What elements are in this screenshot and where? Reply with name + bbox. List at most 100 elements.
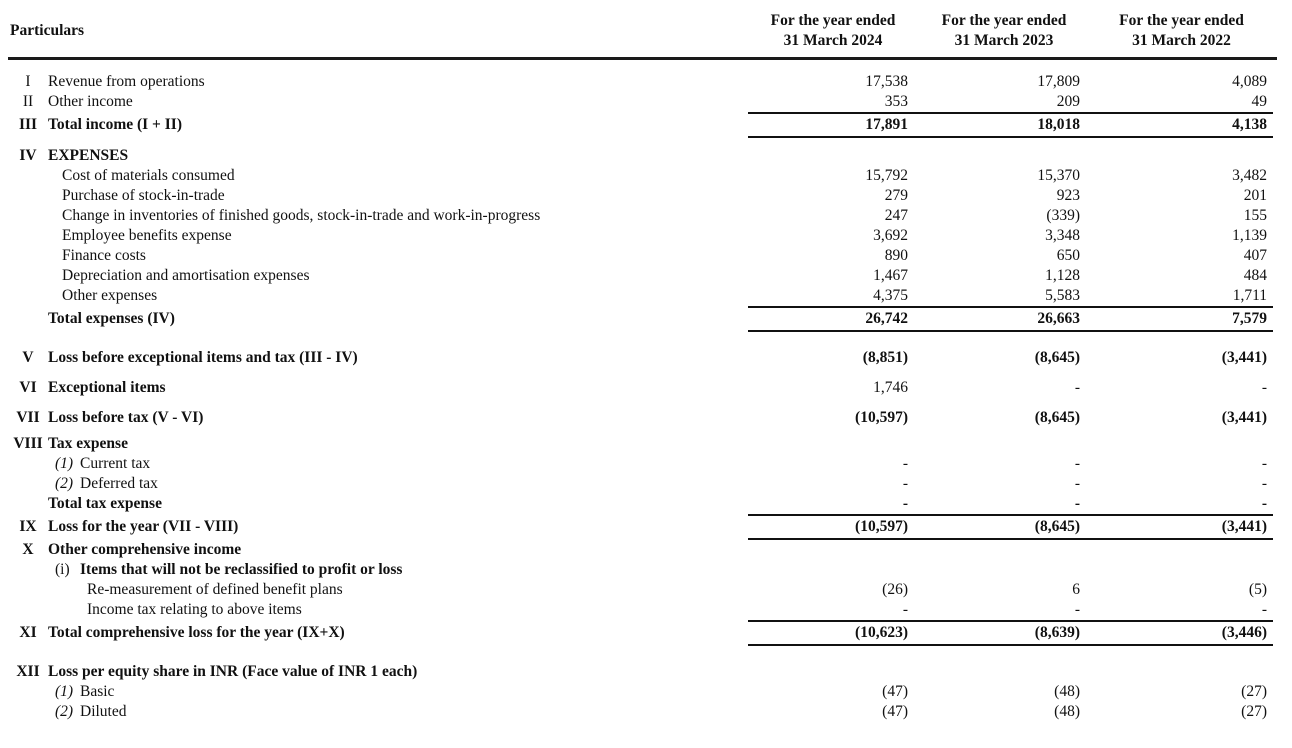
row-marker: (1) — [55, 455, 74, 472]
value-fy2023: 209 — [1056, 93, 1080, 110]
row-marker: (1) — [55, 683, 74, 700]
value-fy2022: 407 — [1243, 247, 1267, 264]
row-numeral: IV — [19, 147, 37, 164]
table-row: III Total income (I + II) 17,891 18,018 … — [8, 112, 1277, 138]
value-fy2022: - — [1261, 455, 1267, 472]
value-fy2022: 484 — [1243, 267, 1267, 284]
value-fy2024: 1,467 — [873, 267, 908, 284]
row-values: - - - — [748, 474, 1273, 494]
value-fy2022: 49 — [1251, 93, 1268, 110]
value-fy2022: (5) — [1248, 581, 1267, 598]
profit-and-loss-table: Particulars For the year ended 31 March … — [8, 8, 1277, 722]
value-fy2023: (339) — [1046, 207, 1080, 224]
col-header-fy2024: For the year ended 31 March 2024 — [770, 11, 896, 49]
value-fy2022: (27) — [1241, 683, 1267, 700]
value-fy2024: (47) — [882, 683, 908, 700]
row-label: Loss per equity share in INR (Face value… — [48, 662, 748, 682]
value-fy2023: - — [1074, 379, 1080, 396]
row-label: Tax expense — [48, 434, 748, 454]
value-fy2023: 17,809 — [1037, 73, 1080, 90]
value-fy2022: - — [1261, 495, 1267, 512]
row-label-text: Loss for the year (VII - VIII) — [48, 518, 239, 535]
value-fy2022: (27) — [1241, 703, 1267, 720]
row-marker: (2) — [55, 703, 74, 720]
value-fy2024: 26,742 — [865, 310, 908, 327]
table-row: Total expenses (IV) 26,742 26,663 7,579 — [8, 306, 1277, 332]
row-label: Income tax relating to above items — [48, 600, 748, 620]
row-label: Employee benefits expense — [48, 226, 748, 246]
row-label-text: Total income (I + II) — [48, 116, 182, 133]
row-label: Revenue from operations — [48, 72, 748, 92]
table-row: X Other comprehensive income — [8, 540, 1277, 560]
value-fy2023: 923 — [1056, 187, 1080, 204]
row-label-text: Other income — [48, 93, 133, 110]
value-fy2023: 6 — [1072, 581, 1080, 598]
row-values: (10,597) (8,645) (3,441) — [748, 408, 1273, 428]
value-fy2022: (3,441) — [1221, 349, 1267, 366]
row-label-text: Loss before tax (V - VI) — [48, 409, 204, 426]
value-fy2022: 155 — [1243, 207, 1267, 224]
table-row: (i) Items that will not be reclassified t… — [8, 560, 1277, 580]
row-label: Other income — [48, 92, 748, 112]
value-fy2024: - — [902, 455, 908, 472]
table-row: XII Loss per equity share in INR (Face v… — [8, 662, 1277, 682]
table-row: (2) Diluted (47) (48) (27) — [8, 702, 1277, 722]
value-fy2024: 4,375 — [873, 287, 908, 304]
table-row: VIII Tax expense — [8, 434, 1277, 454]
row-numeral: X — [22, 541, 34, 558]
row-label-text: Current tax — [80, 455, 151, 472]
row-label-text: Other expenses — [62, 287, 158, 304]
year-column-headers: For the year ended 31 March 2024 For the… — [748, 11, 1273, 51]
row-numeral: I — [25, 73, 31, 90]
value-fy2023: (8,645) — [1034, 409, 1080, 426]
row-label-text: EXPENSES — [48, 147, 129, 164]
row-values: (47) (48) (27) — [748, 682, 1273, 702]
value-fy2024: 279 — [884, 187, 908, 204]
row-label: (2) Deferred tax — [48, 474, 748, 494]
row-numeral: III — [18, 116, 38, 133]
row-values: 26,742 26,663 7,579 — [748, 306, 1273, 332]
table-row: Re-measurement of defined benefit plans … — [8, 580, 1277, 600]
row-values: 1,746 - - — [748, 378, 1273, 398]
row-values: - - - — [748, 600, 1273, 620]
value-fy2022: (3,441) — [1221, 409, 1267, 426]
row-label-text: Diluted — [80, 703, 127, 720]
value-fy2023: - — [1074, 455, 1080, 472]
value-fy2023: (8,639) — [1034, 624, 1080, 641]
row-label-text: Total expenses (IV) — [48, 310, 175, 327]
value-fy2022: 1,711 — [1232, 287, 1267, 304]
value-fy2023: 3,348 — [1045, 227, 1080, 244]
value-fy2023: 26,663 — [1037, 310, 1080, 327]
row-values: 15,792 15,370 3,482 — [748, 166, 1273, 186]
row-label: Total comprehensive loss for the year (I… — [48, 623, 748, 643]
value-fy2022: (3,441) — [1221, 518, 1267, 535]
row-label-text: Income tax relating to above items — [87, 601, 302, 618]
row-values: (10,623) (8,639) (3,446) — [748, 620, 1273, 646]
table-row: Cost of materials consumed 15,792 15,370… — [8, 166, 1277, 186]
table-row: Total tax expense - - - — [8, 494, 1277, 514]
row-label: (i) Items that will not be reclassified t… — [48, 560, 748, 580]
value-fy2024: (8,851) — [862, 349, 908, 366]
value-fy2024: (10,597) — [855, 409, 908, 426]
row-numeral: XII — [16, 663, 40, 680]
table-row: (1) Basic (47) (48) (27) — [8, 682, 1277, 702]
row-values: 17,891 18,018 4,138 — [748, 112, 1273, 138]
table-row: Income tax relating to above items - - - — [8, 600, 1277, 620]
value-fy2023: (8,645) — [1034, 518, 1080, 535]
table-row: II Other income 353 209 49 — [8, 92, 1277, 112]
row-label: Loss before exceptional items and tax (I… — [48, 348, 748, 368]
row-label: Total tax expense — [48, 494, 748, 514]
value-fy2022: - — [1261, 475, 1267, 492]
row-numeral: XI — [19, 624, 37, 641]
table-row: Change in inventories of finished goods,… — [8, 206, 1277, 226]
value-fy2024: (10,597) — [855, 518, 908, 535]
row-label-text: Loss before exceptional items and tax (I… — [48, 349, 358, 366]
row-label-text: Deferred tax — [80, 475, 158, 492]
row-label: Total expenses (IV) — [48, 309, 748, 329]
value-fy2023: 15,370 — [1037, 167, 1080, 184]
value-fy2023: (48) — [1054, 703, 1080, 720]
row-label: (2) Diluted — [48, 702, 748, 722]
value-fy2024: 353 — [884, 93, 908, 110]
row-label-text: Total comprehensive loss for the year (I… — [48, 624, 345, 641]
table-row: Finance costs 890 650 407 — [8, 246, 1277, 266]
